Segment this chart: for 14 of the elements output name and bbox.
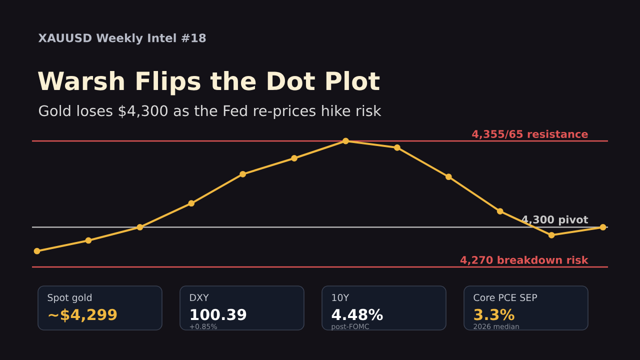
text: Spot gold: [48, 294, 92, 303]
y-tick-label: 4,355/65 resistance: [472, 130, 588, 140]
text: ~$4,299: [48, 308, 117, 322]
text: 10Y: [332, 294, 350, 302]
text: XAUUSD Weekly Intel #18: [38, 33, 206, 45]
text: DXY: [190, 294, 209, 301]
text: Core PCE SEP: [474, 294, 538, 302]
y-tick-label: 4,300 pivot: [522, 215, 588, 226]
y-tick-label: 4,270 breakdown risk: [460, 256, 589, 266]
chart-title: Warsh Flips the Dot Plot: [38, 70, 380, 96]
text: 3.3%: [474, 308, 514, 320]
text: 100.39: [190, 308, 246, 320]
chart-subtitle: Gold loses $4,300 as the Fed re-prices hike risk: [39, 104, 382, 120]
text: 4.48%: [332, 308, 383, 320]
